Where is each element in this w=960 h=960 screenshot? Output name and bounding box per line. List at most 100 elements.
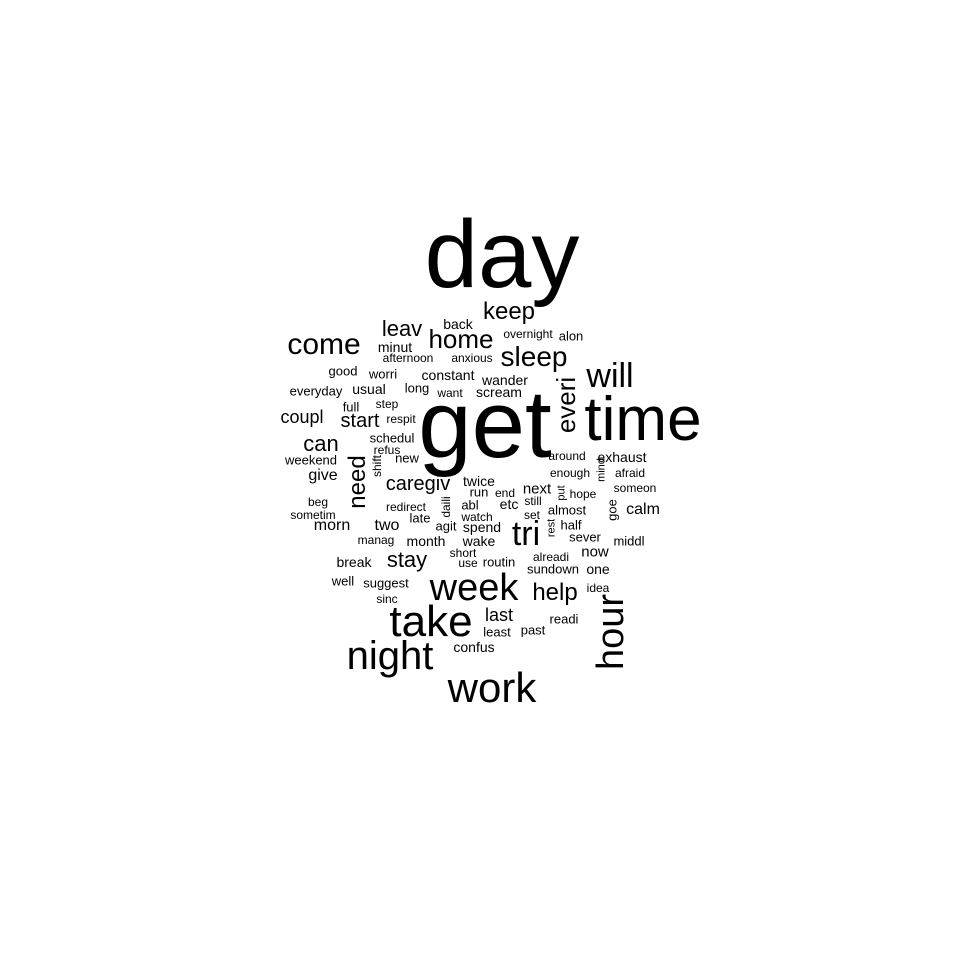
word-sleep: sleep xyxy=(500,341,568,372)
word-day: day xyxy=(424,201,580,308)
word-daili: daili xyxy=(439,496,453,518)
word-late: late xyxy=(409,510,431,526)
word-leav: leav xyxy=(381,316,423,341)
word-confus: confus xyxy=(453,639,495,655)
word-good: good xyxy=(328,363,358,379)
word-overnight: overnight xyxy=(503,327,553,341)
word-step: step xyxy=(375,397,399,411)
word-week: week xyxy=(429,567,519,609)
word-suggest: suggest xyxy=(363,575,409,591)
word-will: will xyxy=(586,357,634,395)
word-redirect: redirect xyxy=(385,500,427,514)
word-morn: morn xyxy=(313,517,351,534)
word-weekend: weekend xyxy=(284,452,338,468)
word-sometim: sometim xyxy=(290,508,336,522)
word-worri: worri xyxy=(368,366,398,382)
word-almost: almost xyxy=(547,502,587,518)
word-use: use xyxy=(458,556,478,570)
word-half: half xyxy=(560,517,582,533)
word-twice: twice xyxy=(463,473,495,489)
word-shift: shift xyxy=(370,454,384,478)
word-agit: agit xyxy=(435,518,457,534)
word-sinc: sinc xyxy=(376,592,398,606)
word-get: get xyxy=(418,371,552,478)
word-spend: spend xyxy=(462,519,502,535)
word-watch: watch xyxy=(461,510,493,524)
word-hour: hour xyxy=(590,593,632,671)
word-constant: constant xyxy=(421,367,475,383)
word-enough: enough xyxy=(549,466,591,480)
word-break: break xyxy=(336,554,372,570)
word-night: night xyxy=(346,634,434,678)
word-wake: wake xyxy=(462,533,496,549)
word-mind: mind xyxy=(595,458,608,482)
word-past: past xyxy=(520,622,546,638)
word-exhaust: exhaust xyxy=(597,449,647,465)
word-manag: manag xyxy=(357,533,395,547)
word-routin: routin xyxy=(482,554,516,570)
word-usual: usual xyxy=(352,381,386,397)
word-wander: wander xyxy=(482,372,528,388)
word-beg: beg xyxy=(307,495,329,509)
word-short: short xyxy=(449,546,477,560)
word-anxious: anxious xyxy=(451,351,493,365)
word-rest: rest xyxy=(545,518,558,538)
word-alon: alon xyxy=(558,328,584,344)
word-everyday: everyday xyxy=(289,383,343,399)
word-sundown: sundown xyxy=(526,561,580,577)
word-middl: middl xyxy=(613,533,645,549)
word-take: take xyxy=(389,597,473,646)
word-give: give xyxy=(308,467,338,484)
word-keep: keep xyxy=(482,298,536,325)
word-stay: stay xyxy=(386,547,428,572)
word-abl: abl xyxy=(461,497,479,513)
word-refus: refus xyxy=(373,443,401,457)
word-minut: minut xyxy=(377,339,413,355)
word-someon: someon xyxy=(613,481,657,495)
word-schedul: schedul xyxy=(369,430,415,446)
word-respit: respit xyxy=(386,412,416,426)
word-around: around xyxy=(548,449,586,463)
word-goe: goe xyxy=(604,499,620,521)
word-come: come xyxy=(287,328,361,361)
word-afternoon: afternoon xyxy=(382,351,434,365)
word-want: want xyxy=(437,386,463,400)
word-hope: hope xyxy=(569,487,597,501)
word-idea: idea xyxy=(586,581,610,595)
word-now: now xyxy=(581,543,609,561)
word-next: next xyxy=(522,480,552,498)
word-everi: everi xyxy=(551,376,581,434)
word-one: one xyxy=(586,561,610,577)
word-work: work xyxy=(447,664,537,711)
word-time: time xyxy=(584,385,702,454)
word-afraid: afraid xyxy=(614,466,646,480)
word-well: well xyxy=(331,573,355,589)
word-put: put xyxy=(555,485,568,501)
word-set: set xyxy=(523,508,541,522)
word-back: back xyxy=(443,316,473,332)
word-alreadi: alreadi xyxy=(532,550,570,564)
word-sever: sever xyxy=(569,529,601,545)
word-etc: etc xyxy=(499,496,519,512)
word-month: month xyxy=(406,533,446,549)
word-caregiv: caregiv xyxy=(385,473,451,495)
word-least: least xyxy=(483,624,511,640)
word-calm: calm xyxy=(626,501,660,518)
word-run: run xyxy=(469,484,489,500)
word-still: still xyxy=(524,494,542,508)
word-scream: scream xyxy=(476,384,522,400)
word-can: can xyxy=(303,431,339,456)
word-two: two xyxy=(374,517,400,534)
word-new: new xyxy=(395,450,419,466)
word-last: last xyxy=(484,605,514,625)
word-start: start xyxy=(340,410,380,432)
word-end: end xyxy=(494,486,516,500)
word-tri: tri xyxy=(511,515,541,553)
word-long: long xyxy=(404,380,430,396)
word-coupl: coupl xyxy=(280,407,324,427)
word-help: help xyxy=(532,579,578,606)
word-home: home xyxy=(428,324,494,354)
word-readi: readi xyxy=(549,611,579,627)
word-full: full xyxy=(342,399,360,415)
